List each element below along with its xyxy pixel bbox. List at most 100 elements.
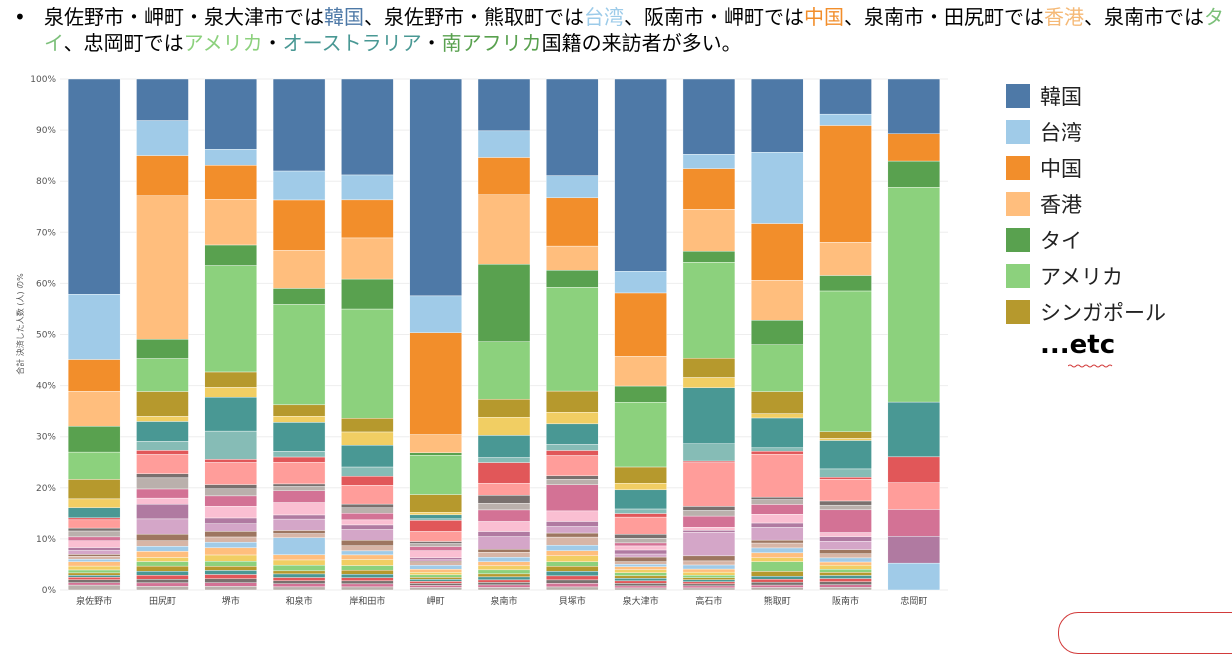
bar-segment xyxy=(477,531,531,537)
bar-segment xyxy=(614,385,667,403)
bar-segment xyxy=(819,536,872,542)
bar-segment xyxy=(409,583,462,586)
legend-swatch xyxy=(1006,300,1030,324)
bar-segment xyxy=(136,441,189,451)
bar-segment xyxy=(477,398,531,418)
bar-segment xyxy=(409,543,462,547)
bar-segment xyxy=(819,541,872,550)
bar-segment xyxy=(819,587,872,591)
bar-segment xyxy=(67,561,121,567)
bar-segment xyxy=(136,575,189,580)
bar-segment xyxy=(67,359,121,392)
y-tick-label: 70% xyxy=(36,228,56,238)
bar-segment xyxy=(67,536,121,541)
bar-segment xyxy=(546,586,599,591)
bar-segment xyxy=(819,125,872,243)
bar-segment xyxy=(341,466,394,477)
bar-segment xyxy=(409,562,462,566)
x-tick-label: 泉南市 xyxy=(490,595,517,607)
bar-segment xyxy=(751,542,804,549)
bar-segment xyxy=(136,78,189,121)
bar-segment xyxy=(546,444,599,451)
bar-segment xyxy=(751,561,804,572)
bar-segment xyxy=(682,585,736,589)
bar-segment xyxy=(682,532,736,557)
bar-segment xyxy=(136,586,189,591)
bar-segment xyxy=(546,544,599,551)
bar-segment xyxy=(819,561,872,566)
bar-segment xyxy=(136,195,189,340)
bar-segment xyxy=(341,174,394,201)
bar-segment xyxy=(751,320,804,345)
bar-segment xyxy=(272,559,326,566)
bar-segment xyxy=(477,457,531,463)
bar-segment xyxy=(67,517,121,521)
bar-segment xyxy=(204,265,257,373)
bar-segment xyxy=(682,251,736,263)
bar-segment xyxy=(272,554,326,561)
bar-segment xyxy=(67,426,121,453)
bar-segment xyxy=(272,580,326,584)
bar-segment xyxy=(136,477,189,490)
bar-segment xyxy=(751,576,804,580)
bar-segment xyxy=(819,113,872,126)
bar-segment xyxy=(682,506,736,511)
bar-segment xyxy=(682,510,736,517)
bar-segment xyxy=(614,572,667,577)
bar-segment xyxy=(682,262,736,359)
bar-segment xyxy=(477,435,531,458)
bar-segment xyxy=(751,539,804,544)
bar-segment xyxy=(477,587,531,591)
x-tick-label: 泉大津市 xyxy=(623,595,659,607)
bar-segment xyxy=(477,264,531,343)
bar-segment xyxy=(819,504,872,511)
bar-segment xyxy=(341,540,394,547)
headline-segment: 中国 xyxy=(804,5,844,29)
bar-segment xyxy=(341,545,394,552)
bar-segment xyxy=(819,581,872,586)
bar-segment xyxy=(819,557,872,563)
x-tick-label: 堺市 xyxy=(222,595,240,607)
bar-segment xyxy=(751,522,804,528)
x-tick-label: 泉佐野市 xyxy=(76,595,112,607)
y-tick-label: 90% xyxy=(36,126,56,136)
bar-segment xyxy=(819,440,872,470)
bar-segment xyxy=(887,536,941,564)
bar-segment xyxy=(751,496,804,500)
bar-segment xyxy=(751,451,804,455)
bar-segment xyxy=(546,455,599,476)
bar-segment xyxy=(409,546,462,551)
bar-segment xyxy=(819,242,872,276)
bar-segment xyxy=(751,581,804,586)
bar-segment xyxy=(341,237,394,280)
bar-segment xyxy=(341,583,394,588)
bar-segment xyxy=(546,287,599,392)
bar-segment xyxy=(614,402,667,468)
headline-segment: 台湾 xyxy=(584,5,624,29)
bar-segment xyxy=(204,570,257,575)
bar-segment xyxy=(341,580,394,585)
bar-segment xyxy=(272,502,326,516)
bar-segment xyxy=(819,500,872,506)
bar-segment xyxy=(341,565,394,571)
bar-segment xyxy=(341,308,394,419)
bar-segment xyxy=(751,280,804,321)
bar-segment xyxy=(272,490,326,503)
bar-segment xyxy=(409,455,462,495)
bar-segment xyxy=(67,556,121,560)
bar-segment xyxy=(614,534,667,539)
bars xyxy=(67,78,941,591)
bar-segment xyxy=(614,569,667,573)
bar-segment xyxy=(136,155,189,196)
bar-segment xyxy=(614,466,667,484)
bar-segment xyxy=(409,569,462,573)
bar-segment xyxy=(67,577,121,580)
bar-segment xyxy=(614,489,667,510)
bar-segment xyxy=(751,344,804,392)
bar-segment xyxy=(341,550,394,556)
bar-segment xyxy=(272,483,326,487)
headline-segment: ・ xyxy=(421,31,442,55)
bar-segment xyxy=(67,540,121,548)
bar-segment xyxy=(819,290,872,432)
bar-segment xyxy=(614,578,667,582)
